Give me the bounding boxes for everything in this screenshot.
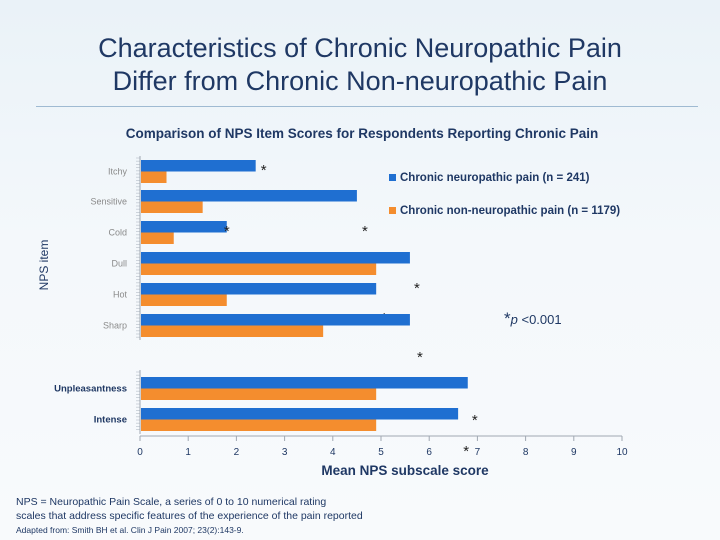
bar-neuropathic-hot — [141, 283, 377, 295]
bar-non-neuropathic-dull — [141, 263, 377, 275]
y-category-label: Dull — [111, 259, 127, 269]
bar-neuropathic-unpleasantness — [141, 377, 468, 389]
y-category-label: Cold — [108, 228, 127, 238]
x-tick-label: 0 — [137, 447, 143, 458]
significance-marker: * — [417, 349, 423, 366]
p-value-note: *p <0.001 — [504, 309, 562, 328]
footnote-line-1: NPS = Neuropathic Pain Scale, a series o… — [16, 496, 327, 508]
x-tick-label: 6 — [426, 447, 432, 458]
title-line-2: Differ from Chronic Non-neuropathic Pain — [112, 66, 608, 96]
x-axis-label: Mean NPS subscale score — [321, 463, 489, 478]
y-category-label: Sensitive — [90, 197, 127, 207]
x-tick-label: 1 — [185, 447, 191, 458]
bar-non-neuropathic-sensitive — [141, 201, 203, 213]
significance-marker: * — [414, 280, 420, 297]
x-tick-label: 5 — [378, 447, 384, 458]
footnote-line-2: scales that address specific features of… — [16, 510, 363, 522]
x-tick-label: 4 — [330, 447, 336, 458]
source-citation: Adapted from: Smith BH et al. Clin J Pai… — [16, 525, 244, 535]
y-category-label: Hot — [113, 290, 128, 300]
x-tick-label: 7 — [475, 447, 481, 458]
y-category-label: Intense — [94, 415, 127, 426]
legend-label-neuropathic: Chronic neuropathic pain (n = 241) — [400, 172, 590, 184]
chart-title: Comparison of NPS Item Scores for Respon… — [126, 126, 599, 141]
x-tick-label: 3 — [282, 447, 288, 458]
x-tick-label: 9 — [571, 447, 577, 458]
significance-marker: * — [463, 443, 469, 460]
bar-non-neuropathic-sharp — [141, 325, 324, 337]
bar-neuropathic-sensitive — [141, 190, 357, 202]
title-line-1: Characteristics of Chronic Neuropathic P… — [98, 33, 622, 63]
significance-marker: * — [472, 412, 478, 429]
bar-non-neuropathic-itchy — [141, 171, 167, 183]
y-category-label: Sharp — [103, 321, 127, 331]
p-value-p: p — [510, 312, 518, 327]
p-value-threshold: <0.001 — [518, 312, 562, 327]
bar-chart: Comparison of NPS Item Scores for Respon… — [37, 126, 628, 478]
y-category-label: Itchy — [108, 167, 128, 177]
x-tick-label: 10 — [616, 447, 628, 458]
legend-label-non-neuropathic: Chronic non-neuropathic pain (n = 1179) — [400, 205, 620, 217]
x-tick-label: 8 — [523, 447, 529, 458]
bar-non-neuropathic-intense — [141, 419, 377, 431]
legend-swatch-non-neuropathic — [389, 207, 396, 214]
bar-neuropathic-sharp — [141, 314, 410, 326]
bar-neuropathic-itchy — [141, 160, 256, 172]
y-category-label: Unpleasantness — [54, 384, 127, 395]
bar-neuropathic-dull — [141, 252, 410, 264]
bar-neuropathic-cold — [141, 221, 227, 233]
title-divider — [36, 106, 698, 107]
footnote: NPS = Neuropathic Pain Scale, a series o… — [16, 495, 436, 523]
bar-neuropathic-intense — [141, 408, 459, 420]
significance-marker: * — [362, 223, 368, 240]
significance-marker: * — [261, 162, 267, 179]
p-value-star: * — [504, 309, 511, 328]
significance-marker: * — [224, 223, 230, 240]
bar-non-neuropathic-unpleasantness — [141, 388, 377, 400]
x-tick-label: 2 — [234, 447, 240, 458]
bar-non-neuropathic-hot — [141, 294, 227, 306]
legend-swatch-neuropathic — [389, 174, 396, 181]
slide-title: Characteristics of Chronic Neuropathic P… — [0, 32, 720, 98]
y-axis-label: NPS item — [37, 240, 51, 291]
bar-non-neuropathic-cold — [141, 232, 174, 244]
